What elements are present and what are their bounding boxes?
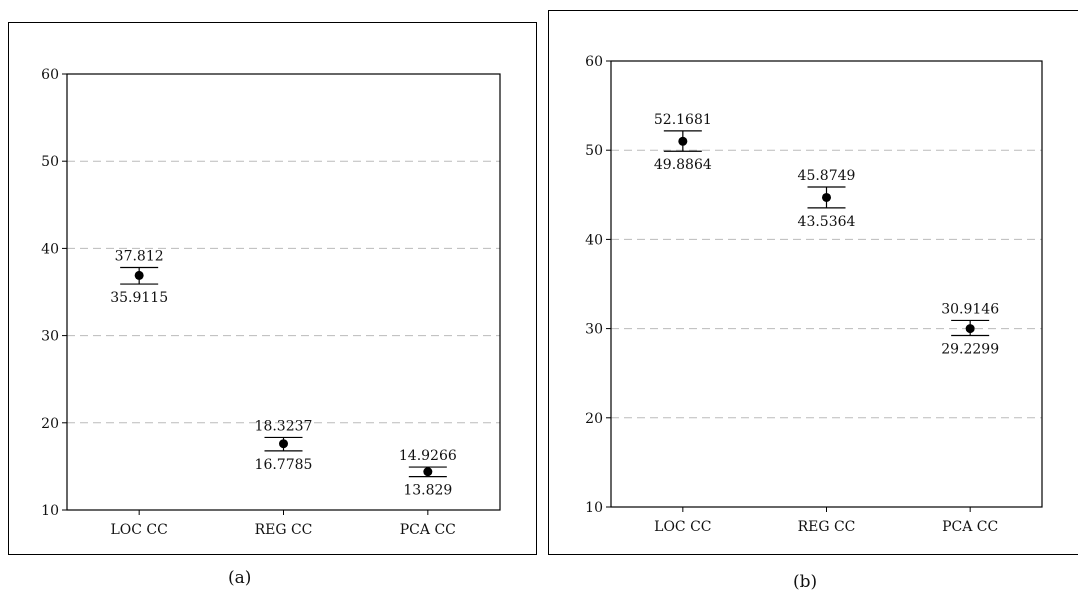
y-tick-label: 40 (585, 232, 603, 248)
chart-panel-b: 10 20 30 40 50 60 LOC CC REG CC PCA CC 52.1681 49.… (548, 10, 1078, 555)
y-tick-label: 10 (585, 500, 603, 516)
lower-bound-label: 43.5364 (798, 214, 856, 230)
chart-b-svg: 10 20 30 40 50 60 LOC CC REG CC PCA CC 52.1681 49.… (585, 54, 1043, 535)
mean-point (134, 270, 144, 280)
x-tick-label: LOC CC (654, 519, 711, 535)
y-tick-label: 20 (41, 416, 59, 432)
upper-bound-label: 52.1681 (654, 112, 712, 128)
lower-bound-label: 16.7785 (255, 457, 313, 473)
mean-point (965, 324, 975, 334)
x-tick-label: LOC CC (110, 522, 167, 538)
plot-frame (610, 60, 1043, 508)
x-tick-label: PCA CC (400, 522, 456, 538)
y-tick-label: 10 (41, 503, 59, 519)
mean-point (279, 439, 288, 449)
lower-bound-label: 49.8864 (654, 157, 712, 173)
lower-bound-label: 29.2299 (941, 341, 999, 357)
x-tick-label: REG CC (798, 519, 856, 535)
mean-point (423, 467, 433, 477)
caption-a: (a) (228, 568, 252, 588)
upper-bound-label: 37.812 (115, 248, 164, 264)
upper-bound-label: 18.3237 (255, 418, 313, 434)
upper-bound-label: 45.8749 (798, 168, 856, 184)
chart-panel-a: 10 20 30 40 50 60 LOC CC REG CC PCA CC 37.812 35.9… (8, 22, 537, 555)
y-tick-label: 30 (585, 322, 603, 338)
upper-bound-label: 14.9266 (399, 448, 457, 464)
lower-bound-label: 13.829 (403, 483, 452, 499)
y-tick-label: 50 (41, 154, 59, 170)
y-tick-label: 60 (585, 54, 603, 70)
y-tick-label: 60 (41, 67, 59, 83)
x-tick-label: PCA CC (942, 519, 998, 535)
y-tick-label: 50 (585, 143, 603, 159)
mean-point (678, 136, 688, 146)
y-tick-label: 30 (41, 329, 59, 345)
mean-point (822, 192, 831, 202)
x-tick-label: REG CC (255, 522, 313, 538)
lower-bound-label: 35.9115 (110, 290, 168, 306)
upper-bound-label: 30.9146 (941, 301, 999, 317)
y-tick-label: 40 (41, 241, 59, 257)
caption-b: (b) (793, 572, 818, 592)
y-tick-label: 20 (585, 411, 603, 427)
chart-a-svg: 10 20 30 40 50 60 LOC CC REG CC PCA CC 37.812 35.9… (41, 67, 501, 538)
